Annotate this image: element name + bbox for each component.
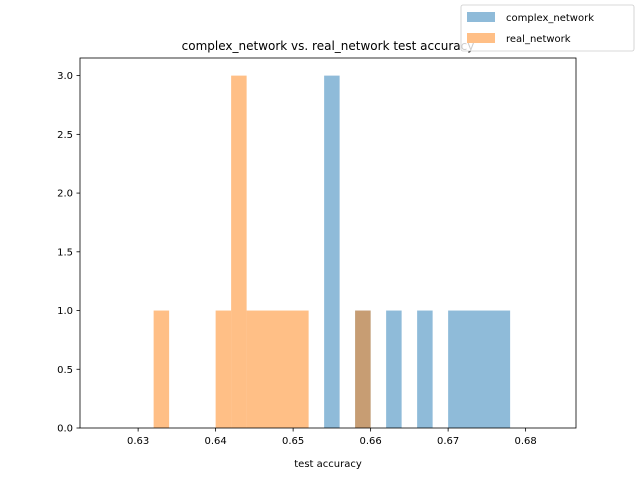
- bar-complex_network-2: [386, 310, 402, 428]
- x-tick-label: 0.67: [437, 436, 459, 447]
- y-tick-label: 1.0: [57, 306, 73, 317]
- legend-swatch-real: [467, 33, 495, 43]
- legend: complex_network real_network: [460, 4, 635, 52]
- bar-complex_network-0: [324, 75, 340, 428]
- bars-layer: [153, 75, 511, 428]
- y-tick-label: 0.5: [57, 365, 73, 376]
- x-tick-label: 0.68: [514, 436, 536, 447]
- bar-real_network-4: [355, 310, 371, 428]
- plot-frame: [79, 57, 577, 429]
- bar-complex_network-3: [417, 310, 433, 428]
- y-tick-label: 0.0: [57, 424, 73, 435]
- y-tick-label: 2.5: [57, 130, 73, 141]
- x-axis-label: test accuracy: [294, 459, 362, 470]
- x-tick-label: 0.65: [282, 436, 304, 447]
- legend-box: [460, 4, 635, 52]
- x-axis: 0.63 0.64 0.65 0.66 0.67 0.68: [127, 428, 537, 447]
- legend-label-real: real_network: [506, 34, 571, 45]
- y-tick-label: 2.0: [57, 189, 73, 200]
- legend-label-complex: complex_network: [506, 13, 594, 24]
- y-axis: 0.0 0.5 1.0 1.5 2.0 2.5 3.0: [57, 71, 80, 435]
- x-tick-label: 0.64: [204, 436, 226, 447]
- x-tick-label: 0.66: [359, 436, 381, 447]
- y-tick-label: 1.5: [57, 247, 73, 258]
- bar-real_network-1: [215, 310, 232, 428]
- bar-real_network-3: [246, 310, 309, 428]
- bar-real_network-0: [153, 310, 170, 428]
- bar-complex_network-4: [448, 310, 511, 428]
- y-tick-label: 3.0: [57, 71, 73, 82]
- legend-swatch-complex: [467, 12, 495, 22]
- x-tick-label: 0.63: [127, 436, 149, 447]
- chart-title: complex_network vs. real_network test ac…: [182, 39, 475, 53]
- bar-real_network-2: [231, 75, 247, 428]
